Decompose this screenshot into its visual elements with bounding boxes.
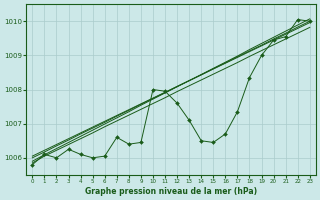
X-axis label: Graphe pression niveau de la mer (hPa): Graphe pression niveau de la mer (hPa): [85, 187, 257, 196]
